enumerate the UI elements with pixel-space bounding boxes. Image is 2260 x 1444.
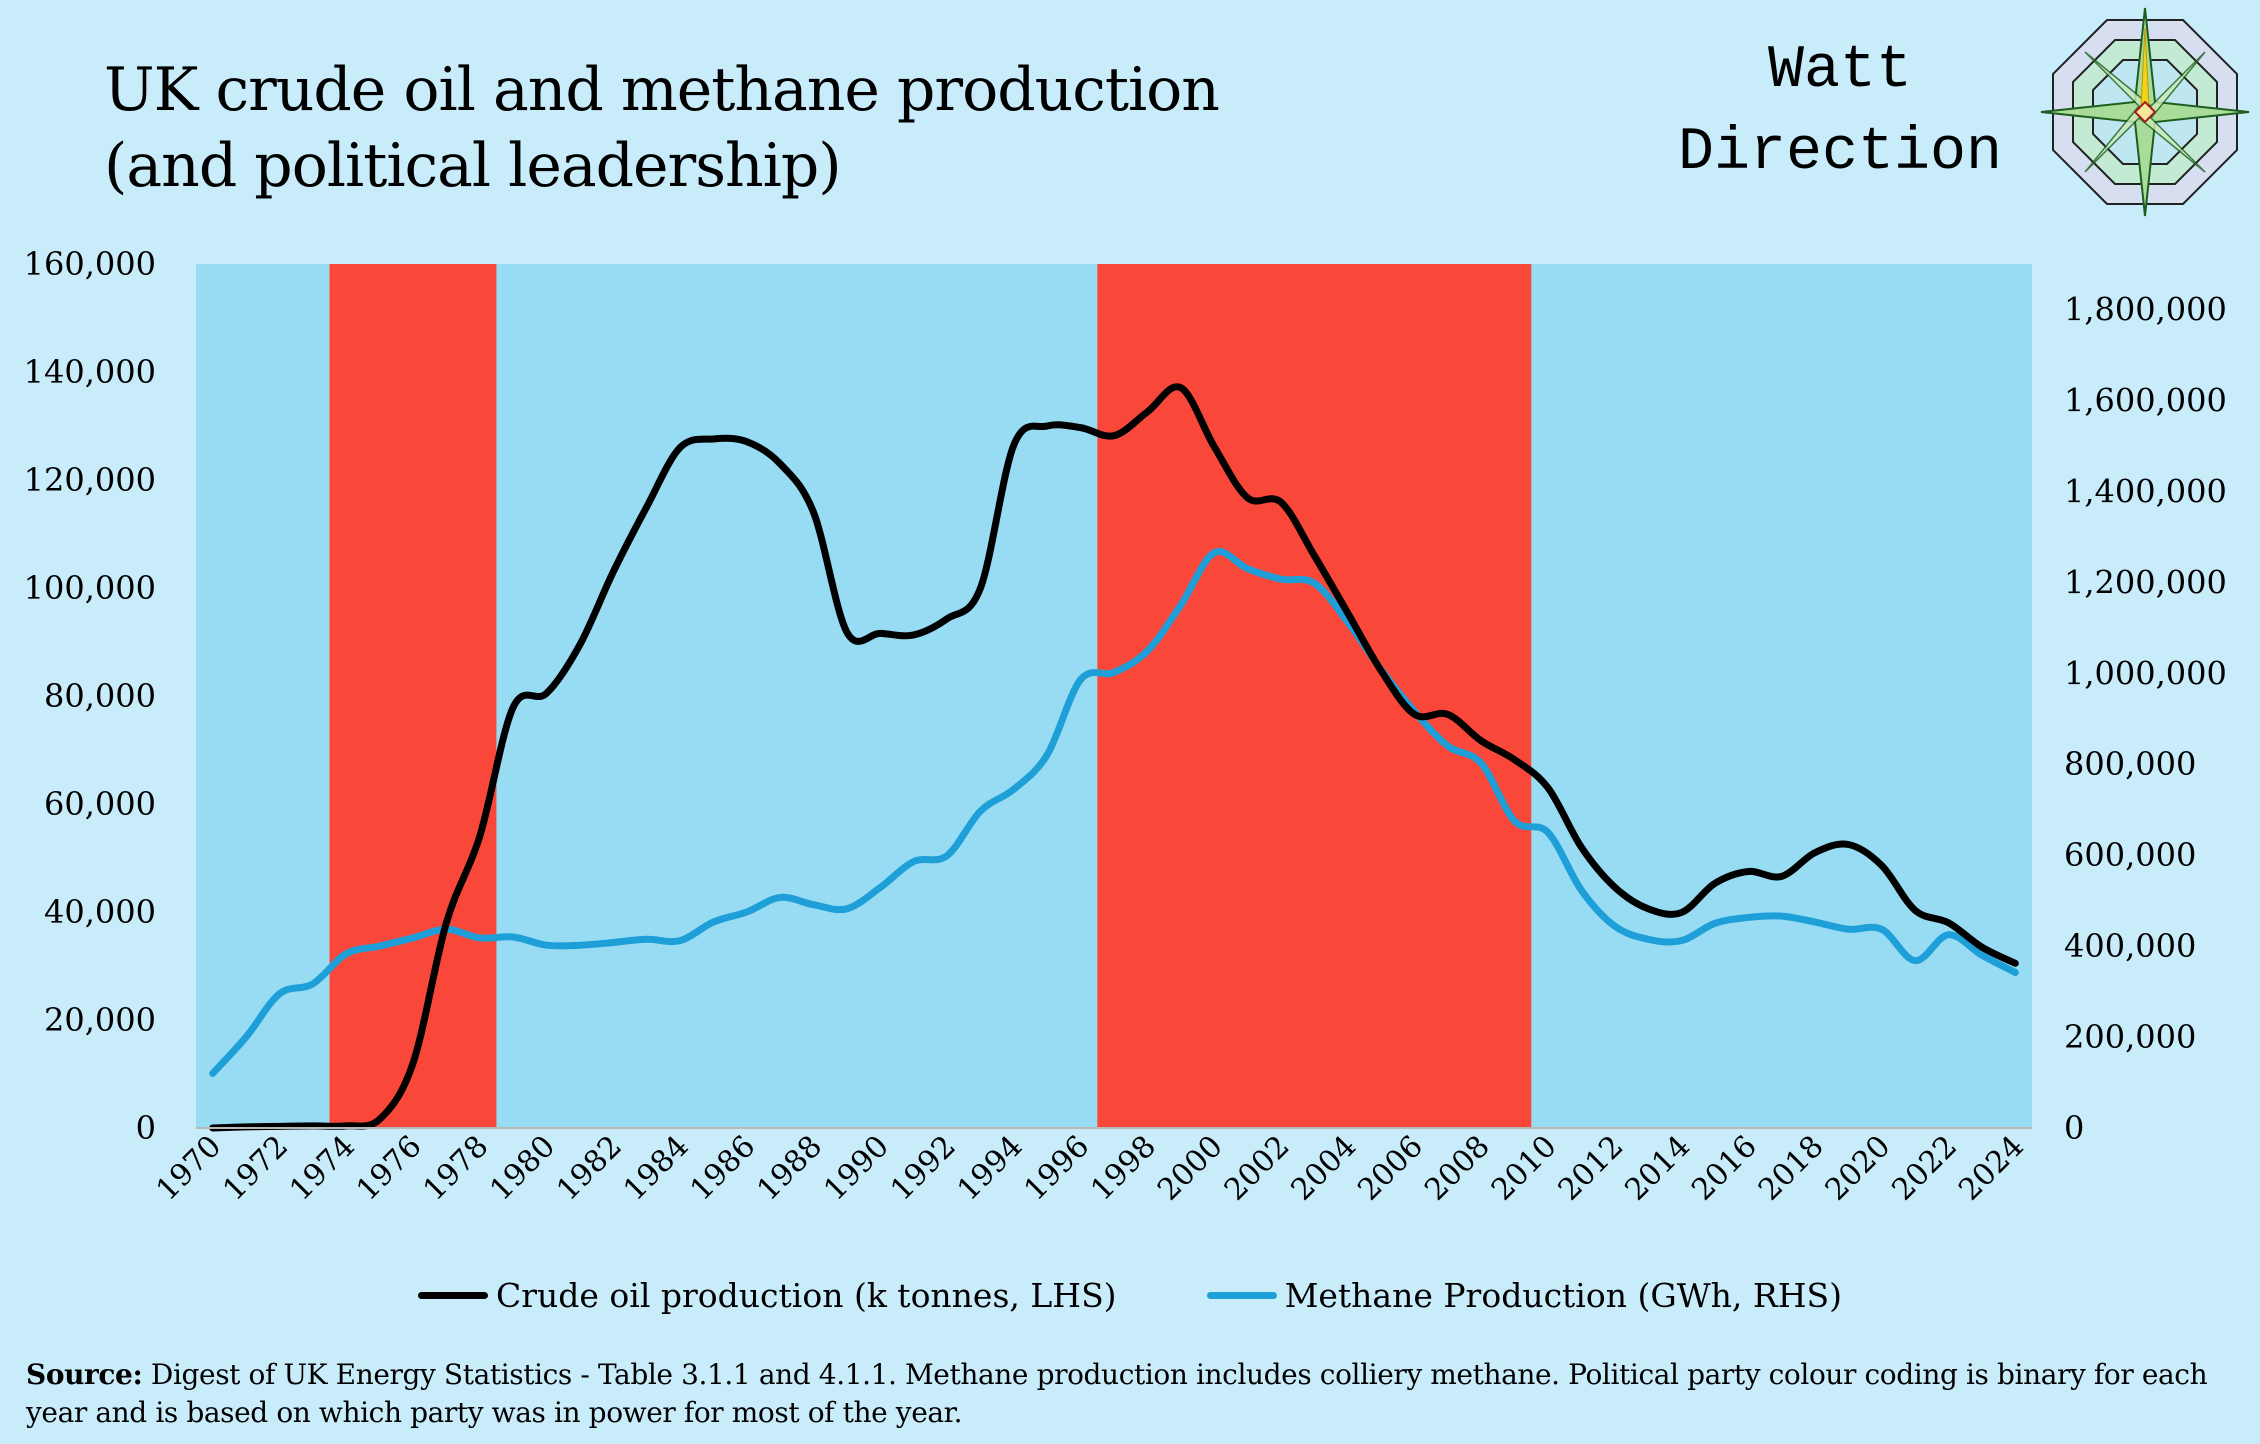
x-tick-label: 2024 bbox=[1952, 1129, 2031, 1208]
x-tick-label: 1984 bbox=[617, 1129, 696, 1208]
x-tick-label: 1990 bbox=[817, 1129, 896, 1208]
brand-name: Watt Direction bbox=[1650, 30, 2030, 194]
left-tick-label: 120,000 bbox=[24, 461, 156, 499]
x-tick-label: 1986 bbox=[684, 1129, 763, 1208]
x-tick-label: 1976 bbox=[350, 1129, 429, 1208]
x-tick-label: 1998 bbox=[1084, 1129, 1163, 1208]
government-bands bbox=[196, 264, 2032, 1128]
x-tick-label: 1980 bbox=[483, 1129, 562, 1208]
x-tick-label: 2002 bbox=[1218, 1129, 1297, 1208]
x-tick-label: 2022 bbox=[1885, 1129, 1964, 1208]
right-tick-label: 1,600,000 bbox=[2064, 381, 2227, 419]
x-tick-label: 1978 bbox=[417, 1129, 496, 1208]
x-tick-label: 1996 bbox=[1018, 1129, 1097, 1208]
left-tick-label: 100,000 bbox=[24, 569, 156, 607]
chart: 0 20,000 40,000 60,000 80,000 100,000 120,000 1… bbox=[24, 245, 2227, 1208]
x-tick-label: 2008 bbox=[1418, 1129, 1497, 1208]
series-lines bbox=[209, 383, 2019, 1132]
x-tick-label: 1982 bbox=[550, 1129, 629, 1208]
right-tick-label: 200,000 bbox=[2064, 1018, 2196, 1056]
legend-swatch-methane bbox=[1206, 1292, 1277, 1299]
left-tick-label: 0 bbox=[136, 1109, 156, 1147]
compass-logo-icon bbox=[2040, 7, 2250, 217]
x-tick-label: 1974 bbox=[283, 1129, 362, 1208]
source-note: Source: Digest of UK Energy Statistics -… bbox=[26, 1356, 2246, 1432]
left-tick-label: 80,000 bbox=[44, 677, 156, 715]
x-tick-label: 2014 bbox=[1618, 1129, 1697, 1208]
x-tick-label: 1992 bbox=[884, 1129, 963, 1208]
left-tick-label: 40,000 bbox=[44, 893, 156, 931]
legend-label-methane: Methane Production (GWh, RHS) bbox=[1284, 1276, 1842, 1315]
source-text: Digest of UK Energy Statistics - Table 3… bbox=[26, 1358, 2208, 1429]
legend-item-methane: Methane Production (GWh, RHS) bbox=[1206, 1276, 1842, 1315]
chart-title: UK crude oil and methane production (and… bbox=[104, 52, 1220, 204]
x-tick-label: 1970 bbox=[150, 1129, 229, 1208]
legend-label-oil: Crude oil production (k tonnes, LHS) bbox=[496, 1276, 1117, 1315]
x-tick-label: 2004 bbox=[1285, 1129, 1364, 1208]
legend: Crude oil production (k tonnes, LHS) Met… bbox=[0, 1276, 2260, 1315]
x-tick-label: 2006 bbox=[1351, 1129, 1430, 1208]
labour-band bbox=[1097, 264, 1532, 1128]
x-tick-label: 2020 bbox=[1819, 1129, 1898, 1208]
left-tick-label: 60,000 bbox=[44, 785, 156, 823]
left-tick-label: 160,000 bbox=[24, 245, 156, 283]
x-tick-label: 1988 bbox=[750, 1129, 829, 1208]
right-axis: 0 200,000 400,000 600,000 800,000 1,000,000 1,… bbox=[2064, 290, 2227, 1147]
left-axis: 0 20,000 40,000 60,000 80,000 100,000 120,000 1… bbox=[24, 245, 156, 1147]
right-tick-label: 1,000,000 bbox=[2064, 654, 2227, 692]
brand-line-1: Watt bbox=[1767, 37, 1913, 105]
title-line-1: UK crude oil and methane production bbox=[104, 55, 1220, 125]
labour-band bbox=[329, 264, 497, 1128]
left-tick-label: 20,000 bbox=[44, 1001, 156, 1039]
right-tick-label: 600,000 bbox=[2064, 836, 2196, 874]
x-tick-label: 2018 bbox=[1752, 1129, 1831, 1208]
brand-line-2: Direction bbox=[1677, 119, 2003, 187]
x-axis: 1970197219741976197819801982198419861988… bbox=[150, 1127, 2032, 1208]
right-tick-label: 1,200,000 bbox=[2064, 563, 2227, 601]
right-tick-label: 400,000 bbox=[2064, 927, 2196, 965]
right-tick-label: 0 bbox=[2064, 1109, 2084, 1147]
x-tick-label: 2016 bbox=[1685, 1129, 1764, 1208]
x-tick-label: 2012 bbox=[1552, 1129, 1631, 1208]
legend-item-oil: Crude oil production (k tonnes, LHS) bbox=[418, 1276, 1117, 1315]
x-tick-label: 1994 bbox=[951, 1129, 1030, 1208]
legend-swatch-oil bbox=[418, 1292, 488, 1299]
x-tick-label: 2000 bbox=[1151, 1129, 1230, 1208]
left-tick-label: 140,000 bbox=[24, 353, 156, 391]
x-tick-label: 1972 bbox=[216, 1129, 295, 1208]
source-label: Source: bbox=[26, 1358, 143, 1391]
right-tick-label: 1,800,000 bbox=[2064, 290, 2227, 328]
x-tick-label: 2010 bbox=[1485, 1129, 1564, 1208]
right-tick-label: 800,000 bbox=[2064, 745, 2196, 783]
right-tick-label: 1,400,000 bbox=[2064, 472, 2227, 510]
title-line-2: (and political leadership) bbox=[104, 131, 842, 201]
